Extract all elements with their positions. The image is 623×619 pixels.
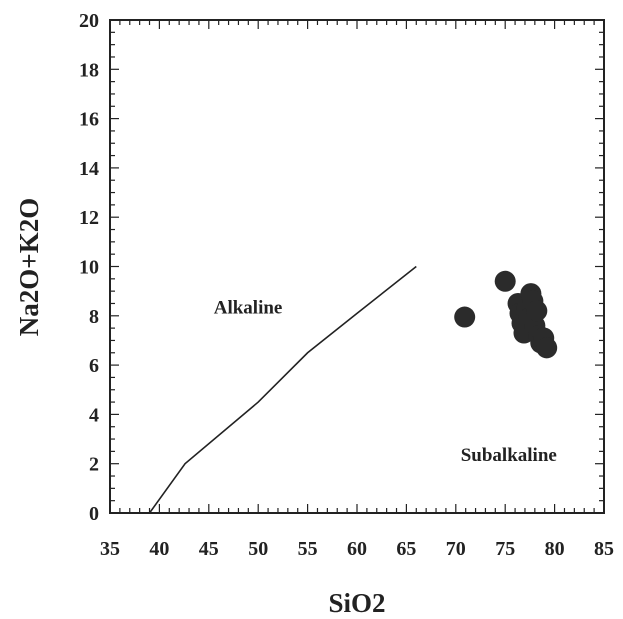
- x-tick-labels: 35 40 45 50 55 60 65 70 75 80 85: [100, 538, 614, 560]
- x-tick-label: 75: [495, 538, 515, 560]
- x-tick-label: 65: [396, 538, 416, 560]
- data-point: [454, 306, 476, 328]
- plot-frame: [109, 19, 605, 514]
- y-tick-label: 8: [89, 306, 99, 328]
- region-label: Subalkaline: [461, 445, 557, 466]
- y-tick-label: 4: [89, 404, 99, 426]
- x-axis-title: SiO2: [328, 588, 385, 618]
- x-tick-label: 35: [100, 538, 120, 560]
- y-tick-label: 12: [79, 207, 99, 229]
- x-tick-label: 60: [347, 538, 367, 560]
- data-points: [454, 270, 558, 359]
- data-point: [526, 300, 548, 322]
- x-tick-label: 50: [248, 538, 268, 560]
- y-tick-label: 0: [89, 503, 99, 525]
- alkaline-subalkaline-boundary-line: [148, 265, 417, 514]
- y-tick-label: 14: [79, 158, 99, 180]
- x-tick-label: 45: [199, 538, 219, 560]
- region-label: Alkaline: [214, 297, 283, 318]
- y-tick-label: 10: [79, 257, 99, 279]
- axis-ticks: [109, 19, 605, 514]
- y-tick-label: 2: [89, 454, 99, 476]
- y-tick-label: 6: [89, 355, 99, 377]
- x-tick-label: 40: [149, 538, 169, 560]
- y-tick-labels: 0 2 4 6 8 10 12 14 16 18 20: [79, 10, 99, 525]
- data-point: [494, 270, 516, 292]
- y-axis-title: Na2O+K2O: [14, 198, 44, 336]
- x-tick-label: 85: [594, 538, 614, 560]
- x-tick-label: 55: [298, 538, 318, 560]
- y-tick-label: 20: [79, 10, 99, 32]
- y-tick-label: 18: [79, 59, 99, 81]
- y-tick-label: 16: [79, 109, 99, 131]
- x-tick-label: 80: [545, 538, 565, 560]
- region-labels: Alkaline Subalkaline: [214, 297, 557, 466]
- x-tick-label: 70: [446, 538, 466, 560]
- data-point: [536, 337, 558, 359]
